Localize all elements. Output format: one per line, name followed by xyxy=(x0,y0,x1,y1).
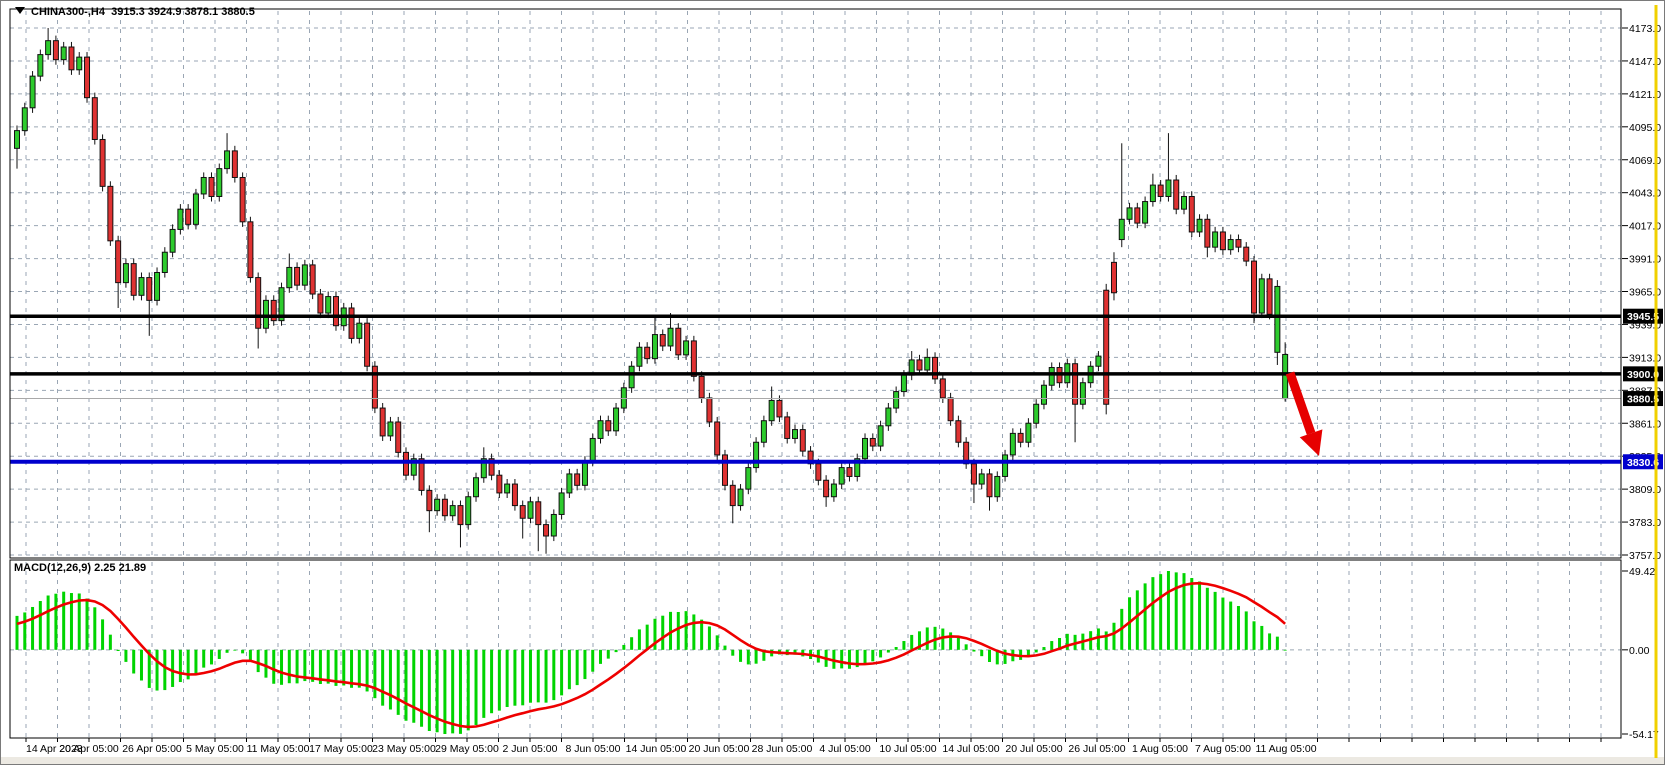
main-panel-border xyxy=(9,8,1622,559)
price-tick-label: 4017.0 xyxy=(1629,221,1661,233)
macd-axis-label: 49.42 xyxy=(1629,566,1655,578)
time-tick-label: 10 Jul 05:00 xyxy=(879,743,936,755)
time-tick-label: 11 Aug 05:00 xyxy=(1255,743,1316,755)
ohlc-values: 3915.3 3924.9 3878.1 3880.5 xyxy=(111,6,255,18)
macd-indicator-label: MACD(12,26,9) 2.25 21.89 xyxy=(14,562,147,574)
time-tick-label: 26 Apr 05:00 xyxy=(122,743,182,755)
time-tick-label: 20 Jun 05:00 xyxy=(689,743,750,755)
price-badge-label: 3830.6 xyxy=(1627,457,1659,469)
price-badges: 3945.5 3900.0 3830.6 3880.5 xyxy=(1623,308,1663,470)
time-tick-label: 7 Aug 05:00 xyxy=(1195,743,1251,755)
price-tick-label: 4095.0 xyxy=(1629,122,1661,134)
price-tick-label: 4147.0 xyxy=(1629,56,1661,68)
price-tick-label: 3809.0 xyxy=(1629,484,1661,496)
time-tick-label: 5 May 05:00 xyxy=(186,743,244,755)
annotation-arrow-down[interactable] xyxy=(1285,371,1323,456)
price-tick-label: 3861.0 xyxy=(1629,418,1661,430)
time-tick-label: 1 Aug 05:00 xyxy=(1132,743,1188,755)
time-tick-label: 20 Apr 05:00 xyxy=(59,743,119,755)
macd-axis-label: -54.17 xyxy=(1629,729,1659,741)
price-badge-label: 3945.5 xyxy=(1627,311,1659,323)
macd-panel xyxy=(10,571,1621,734)
price-tick-label: 4069.0 xyxy=(1629,155,1661,167)
macd-axis-label: 0.00 xyxy=(1629,645,1650,657)
time-tick-label: 23 May 05:00 xyxy=(372,743,436,755)
price-tick-label: 3965.0 xyxy=(1629,287,1661,299)
price-badge-label: 3900.0 xyxy=(1627,369,1659,381)
time-tick-label: 4 Jul 05:00 xyxy=(819,743,871,755)
time-tick-label: 14 Jul 05:00 xyxy=(942,743,999,755)
time-tick-label: 28 Jun 05:00 xyxy=(752,743,813,755)
macd-main-value: 2.25 xyxy=(94,562,116,574)
time-tick-label: 11 May 05:00 xyxy=(247,743,310,755)
price-tick-label: 3783.0 xyxy=(1629,517,1661,529)
macd-panel-border xyxy=(9,559,1622,739)
time-tick-label: 14 Jun 05:00 xyxy=(626,743,687,755)
time-tick-label: 20 Jul 05:00 xyxy=(1005,743,1062,755)
symbol-dropdown-icon[interactable] xyxy=(15,7,25,14)
price-tick-label: 4043.0 xyxy=(1629,188,1661,200)
time-tick-label: 2 Jun 05:00 xyxy=(503,743,558,755)
time-tick-label: 14 Apr 2023 xyxy=(26,743,83,755)
price-tick-label: 3991.0 xyxy=(1629,254,1661,266)
time-tick-label: 29 May 05:00 xyxy=(435,743,499,755)
price-badge-label: 3880.5 xyxy=(1627,394,1659,406)
candles xyxy=(14,28,1289,554)
price-tick-label: 3757.0 xyxy=(1629,550,1661,562)
price-badge xyxy=(1623,454,1663,470)
price-badge xyxy=(1623,366,1663,382)
price-tick-label: 4173.0 xyxy=(1629,23,1661,35)
chart-title: CHINA300-,H4 3915.3 3924.9 3878.1 3880.5 xyxy=(15,6,255,18)
price-badge xyxy=(1623,308,1663,324)
time-tick-label: 26 Jul 05:00 xyxy=(1068,743,1125,755)
macd-signal-value: 21.89 xyxy=(118,562,147,574)
price-tick-label: 3913.0 xyxy=(1629,352,1661,364)
time-tick-label: 8 Jun 05:00 xyxy=(566,743,621,755)
symbol-period-label: CHINA300-,H4 xyxy=(31,6,105,18)
time-tick-label: 17 May 05:00 xyxy=(309,743,373,755)
price-badge xyxy=(1623,391,1663,407)
horizontal-level-lines[interactable] xyxy=(10,314,1621,464)
price-tick-label: 4121.0 xyxy=(1629,89,1661,101)
macd-signal-line xyxy=(16,581,1286,729)
